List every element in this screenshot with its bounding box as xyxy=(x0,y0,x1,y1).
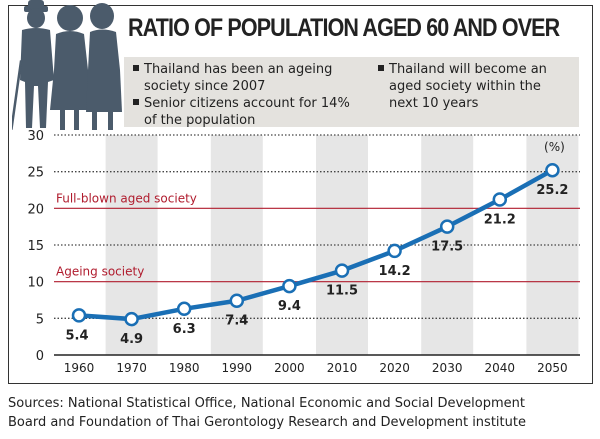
y-tick-label: 5 xyxy=(36,312,44,327)
data-point xyxy=(176,301,192,317)
note-ageing-since-2007: Thailand has been an ageing society since… xyxy=(133,61,332,95)
data-label: 6.3 xyxy=(173,322,196,337)
data-point xyxy=(229,293,245,308)
data-label: 25.2 xyxy=(536,183,568,198)
notes-panel xyxy=(124,57,579,127)
x-tick-label: 2030 xyxy=(432,361,463,375)
y-tick-label: 10 xyxy=(27,276,44,291)
bullet-icon xyxy=(378,65,384,71)
x-tick-label: 2020 xyxy=(379,361,410,375)
chart-frame xyxy=(8,5,593,384)
y-tick-label: 20 xyxy=(27,202,44,217)
threshold-label: Ageing society xyxy=(56,265,144,279)
data-label: 9.4 xyxy=(278,299,301,314)
x-tick-label: 2040 xyxy=(485,361,516,375)
data-point xyxy=(387,243,402,259)
note-senior-14-percent: Senior citizens account for 14% of the po… xyxy=(133,95,350,129)
chart-title: RATIO OF POPULATION AGED 60 AND OVER xyxy=(128,14,560,42)
x-tick-label: 2050 xyxy=(537,361,568,375)
x-tick-label: 1990 xyxy=(222,361,253,375)
data-point xyxy=(334,263,350,278)
data-label: 11.5 xyxy=(326,284,358,299)
series-line xyxy=(78,168,554,322)
threshold-label: Full-blown aged society xyxy=(56,191,197,205)
unit-label: (%) xyxy=(544,140,565,154)
data-point xyxy=(282,278,297,294)
y-tick-label: 0 xyxy=(36,349,44,364)
data-point xyxy=(545,162,560,178)
y-tick-label: 15 xyxy=(27,239,44,254)
data-label: 21.2 xyxy=(484,213,516,228)
x-tick-label: 1970 xyxy=(116,361,147,375)
data-label: 4.9 xyxy=(120,332,143,347)
data-label: 14.2 xyxy=(379,264,411,279)
data-point xyxy=(124,311,139,327)
bullet-icon xyxy=(133,65,139,71)
x-tick-label: 2000 xyxy=(274,361,305,375)
x-tick-label: 2010 xyxy=(327,361,358,375)
data-point xyxy=(492,192,508,207)
sources-note: Sources: National Statistical Office, Na… xyxy=(8,396,526,430)
bullet-icon xyxy=(133,99,139,105)
data-point xyxy=(439,219,455,234)
x-tick-label: 1980 xyxy=(169,361,200,375)
y-tick-label: 25 xyxy=(27,166,44,181)
x-tick-label: 1960 xyxy=(64,361,95,375)
y-tick-label: 30 xyxy=(27,129,44,144)
line-chart: 0 5 10 15 20 25 30 Ageing society Full-blown age… xyxy=(27,129,580,375)
data-label: 5.4 xyxy=(65,328,88,343)
elderly-people-silhouette-icon xyxy=(12,0,122,130)
data-point xyxy=(71,308,87,323)
data-label: 17.5 xyxy=(431,240,463,255)
data-label: 7.4 xyxy=(225,314,248,329)
note-aged-society-10-years: Thailand will become an aged society with… xyxy=(378,61,547,112)
